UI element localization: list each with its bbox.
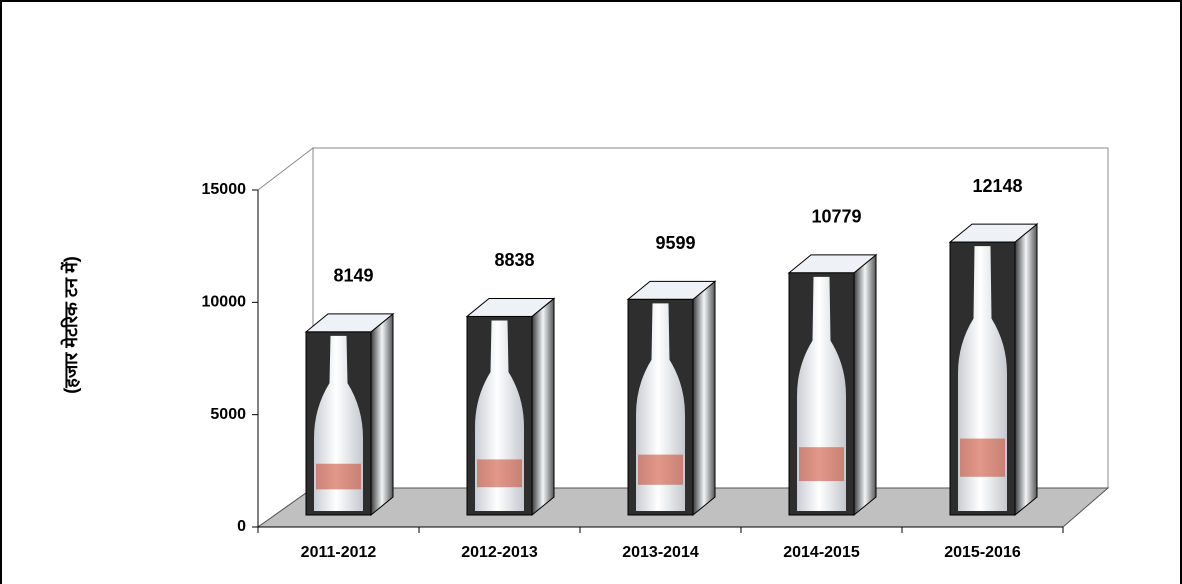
y-tick-label: 15000 bbox=[202, 181, 247, 198]
value-label: 8149 bbox=[333, 266, 373, 286]
value-label: 10779 bbox=[811, 207, 861, 227]
bottle-label bbox=[638, 454, 683, 485]
value-label: 12148 bbox=[972, 176, 1022, 196]
value-label: 8838 bbox=[494, 250, 534, 270]
y-tick-label: 10000 bbox=[202, 294, 247, 311]
y-tick-label: 5000 bbox=[210, 406, 246, 423]
bar-side bbox=[692, 280, 716, 517]
bar-side bbox=[370, 312, 394, 517]
bottle-label bbox=[477, 459, 522, 488]
bottle-label bbox=[799, 447, 844, 482]
bar-side bbox=[531, 297, 555, 517]
y-axis-title: (हजार मेटरिक टन में) bbox=[60, 256, 81, 393]
bar-side bbox=[1014, 223, 1038, 517]
y-tick-label: 0 bbox=[237, 518, 246, 535]
bottle-label bbox=[960, 438, 1005, 477]
value-label: 9599 bbox=[655, 233, 695, 253]
x-tick-label: 2012-2013 bbox=[461, 544, 538, 561]
x-tick-label: 2013-2014 bbox=[622, 544, 699, 561]
bottle-label bbox=[316, 463, 361, 490]
x-tick-label: 2015-2016 bbox=[944, 544, 1021, 561]
x-tick-label: 2014-2015 bbox=[783, 544, 860, 561]
bar-side bbox=[853, 253, 877, 517]
x-tick-label: 2011-2012 bbox=[301, 544, 377, 561]
side-wall bbox=[257, 146, 314, 528]
